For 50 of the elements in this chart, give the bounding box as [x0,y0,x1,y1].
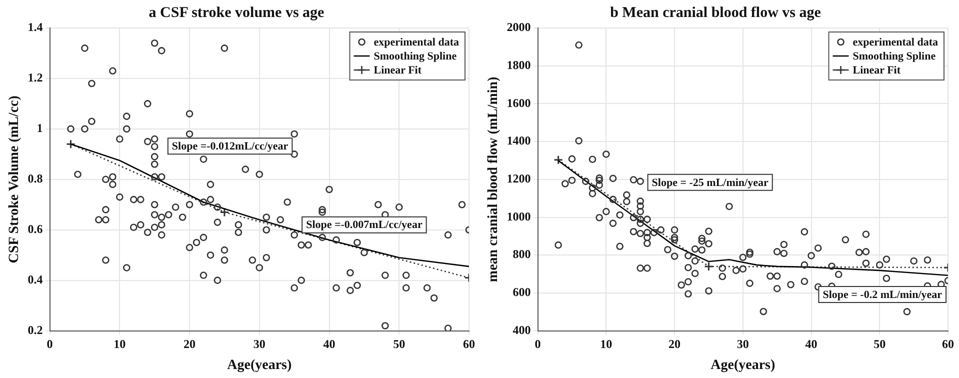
y-tick-label: 1600 [506,96,531,110]
y-tick-label: 1200 [506,171,531,186]
y-tick-label: 1800 [506,58,531,72]
chart-title: a CSF stroke volume vs age [148,4,325,21]
y-tick-label: 1000 [506,209,531,224]
legend-label: Smoothing Spline [374,50,457,62]
point [554,155,564,165]
chart-title: b Mean cranial blood flow vs age [610,4,822,21]
legend-label: experimental data [374,36,460,48]
x-tick-label: 20 [184,337,196,352]
x-tick-label: 10 [600,337,612,352]
annotation: Slope = -0.2 mL/min/year [822,288,942,301]
annotation: Slope =-0.007mL/cc/year [306,219,422,232]
x-tick-label: 10 [114,337,126,352]
y-tick-label: 1.2 [28,70,43,85]
legend-label: Smoothing Spline [852,50,936,62]
x-tick-label: 60 [463,337,475,352]
point [220,207,230,217]
y-tick-label: 1 [36,121,43,136]
y-tick-label: 0.8 [28,171,43,186]
annotation: Slope =-0.012mL/cc/year [172,140,288,152]
x-tick-label: 0 [46,337,53,352]
x-tick-label: 40 [805,337,818,352]
y-tick-label: 0.4 [28,272,43,286]
x-tick-label: 50 [393,337,406,352]
legend-label: Linear Fit [374,64,422,76]
y-axis-title: CSF Stroke Volume (mL/cc) [7,95,22,264]
point [66,139,76,149]
x-tick-label: 40 [323,337,336,352]
legend-label: Linear Fit [852,64,901,76]
y-tick-label: 0.2 [28,322,43,337]
x-tick-label: 20 [668,337,681,352]
x-tick-label: 30 [736,337,749,352]
x-tick-label: 60 [942,337,954,352]
x-axis-title: Age(years) [227,358,292,374]
legend-label: experimental data [852,36,938,48]
point [704,262,714,272]
y-tick-label: 800 [512,247,531,262]
y-tick-label: 1400 [506,134,531,148]
x-tick-label: 0 [534,337,541,352]
x-axis-title: Age(years) [710,358,776,374]
annotation: Slope = -25 mL/min/year [652,176,768,189]
y-tick-label: 1.4 [28,20,43,34]
x-tick-label: 30 [253,337,266,352]
x-tick-label: 50 [874,337,886,352]
y-axis-title: mean cranial blood flow (mL/min) [486,76,502,282]
y-tick-label: 600 [512,285,531,300]
y-tick-label: 0.6 [28,222,43,236]
y-tick-label: 400 [512,322,531,337]
y-tick-label: 2000 [506,20,531,34]
